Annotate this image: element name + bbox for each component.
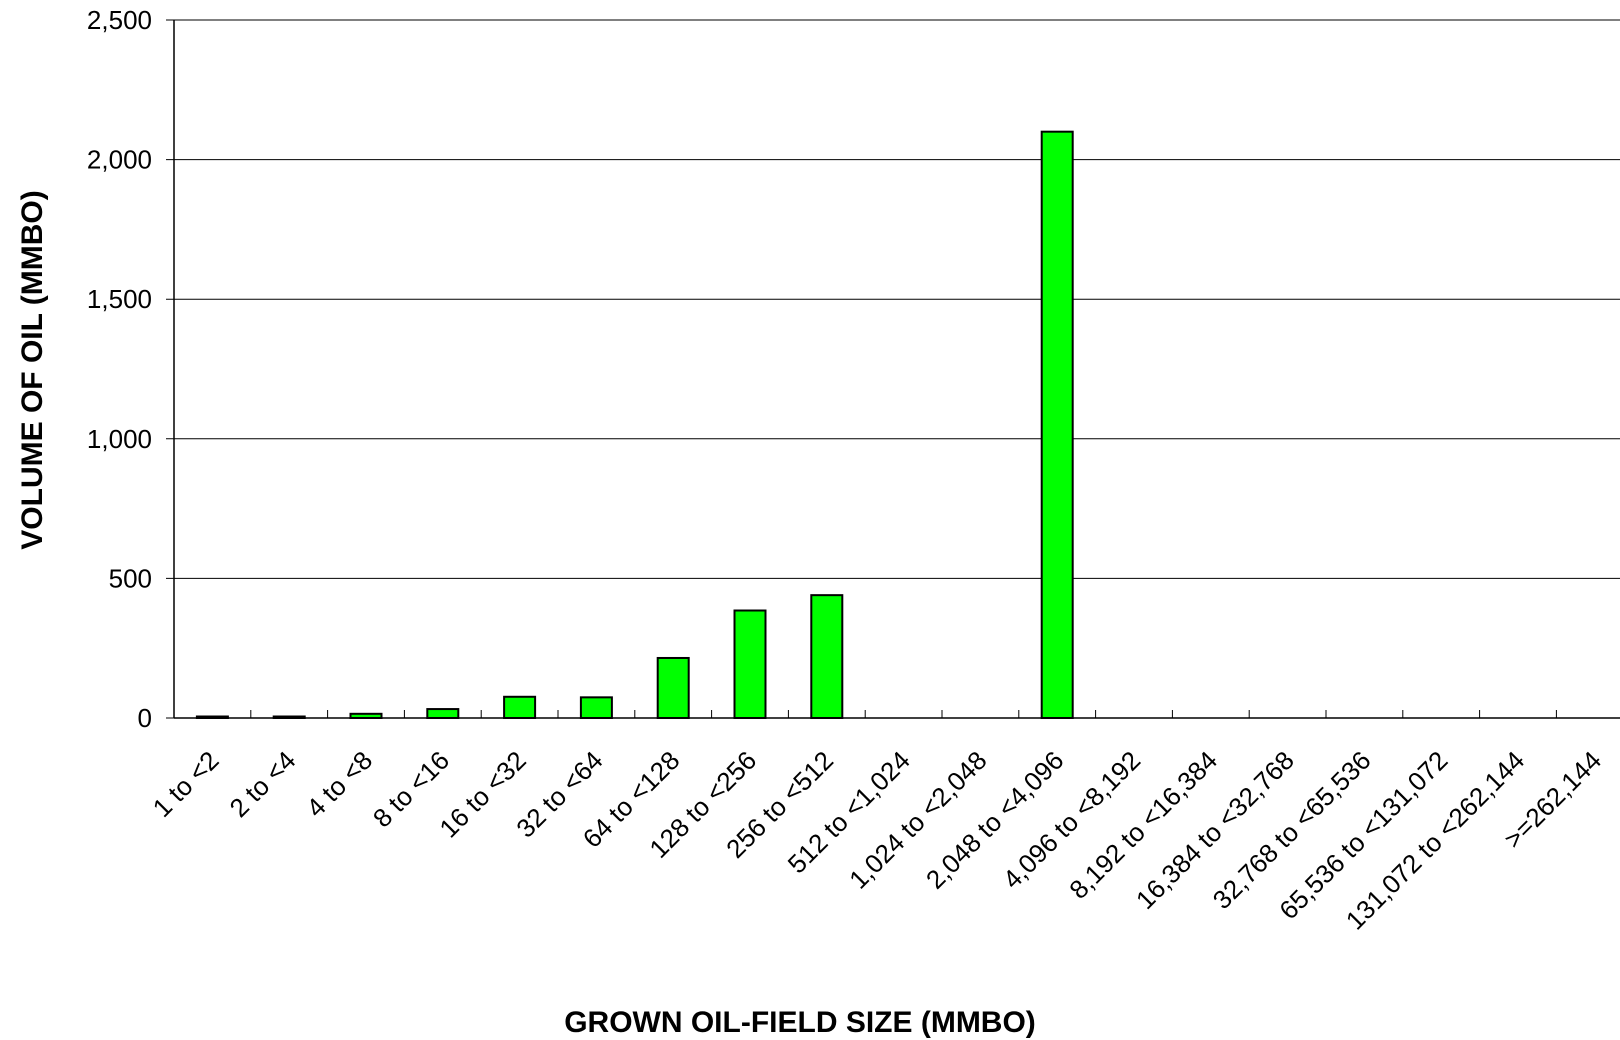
y-tick-label: 1,500 <box>87 284 152 314</box>
bars <box>195 130 1074 720</box>
y-tick-label: 2,500 <box>87 5 152 35</box>
bar <box>810 594 844 719</box>
bar <box>656 656 690 719</box>
y-tick-label: 500 <box>109 563 152 593</box>
axes <box>166 20 1620 719</box>
bar <box>503 695 537 720</box>
y-tick-label: 1,000 <box>87 424 152 454</box>
bar <box>579 696 613 719</box>
gridlines <box>166 19 1620 579</box>
y-axis-title: VOLUME OF OIL (MMBO) <box>16 190 49 549</box>
y-tick-labels: 0 500 1,000 1,500 2,000 2,500 <box>87 5 152 733</box>
x-tick-label: 1,024 to <2,048 <box>843 745 993 895</box>
x-axis-title: GROWN OIL-FIELD SIZE (MMBO) <box>564 1006 1036 1039</box>
x-tick-label: 1 to <2 <box>147 745 225 823</box>
y-tick-label: 2,000 <box>87 145 152 175</box>
bar <box>426 708 460 720</box>
y-tick-label: 0 <box>138 703 152 733</box>
bar <box>1040 130 1074 719</box>
x-tick-label: 2,048 to <4,096 <box>920 745 1070 895</box>
bar <box>733 609 767 719</box>
x-tick-label: 4,096 to <8,192 <box>997 745 1147 895</box>
x-tick-label: 2 to <4 <box>223 745 301 823</box>
